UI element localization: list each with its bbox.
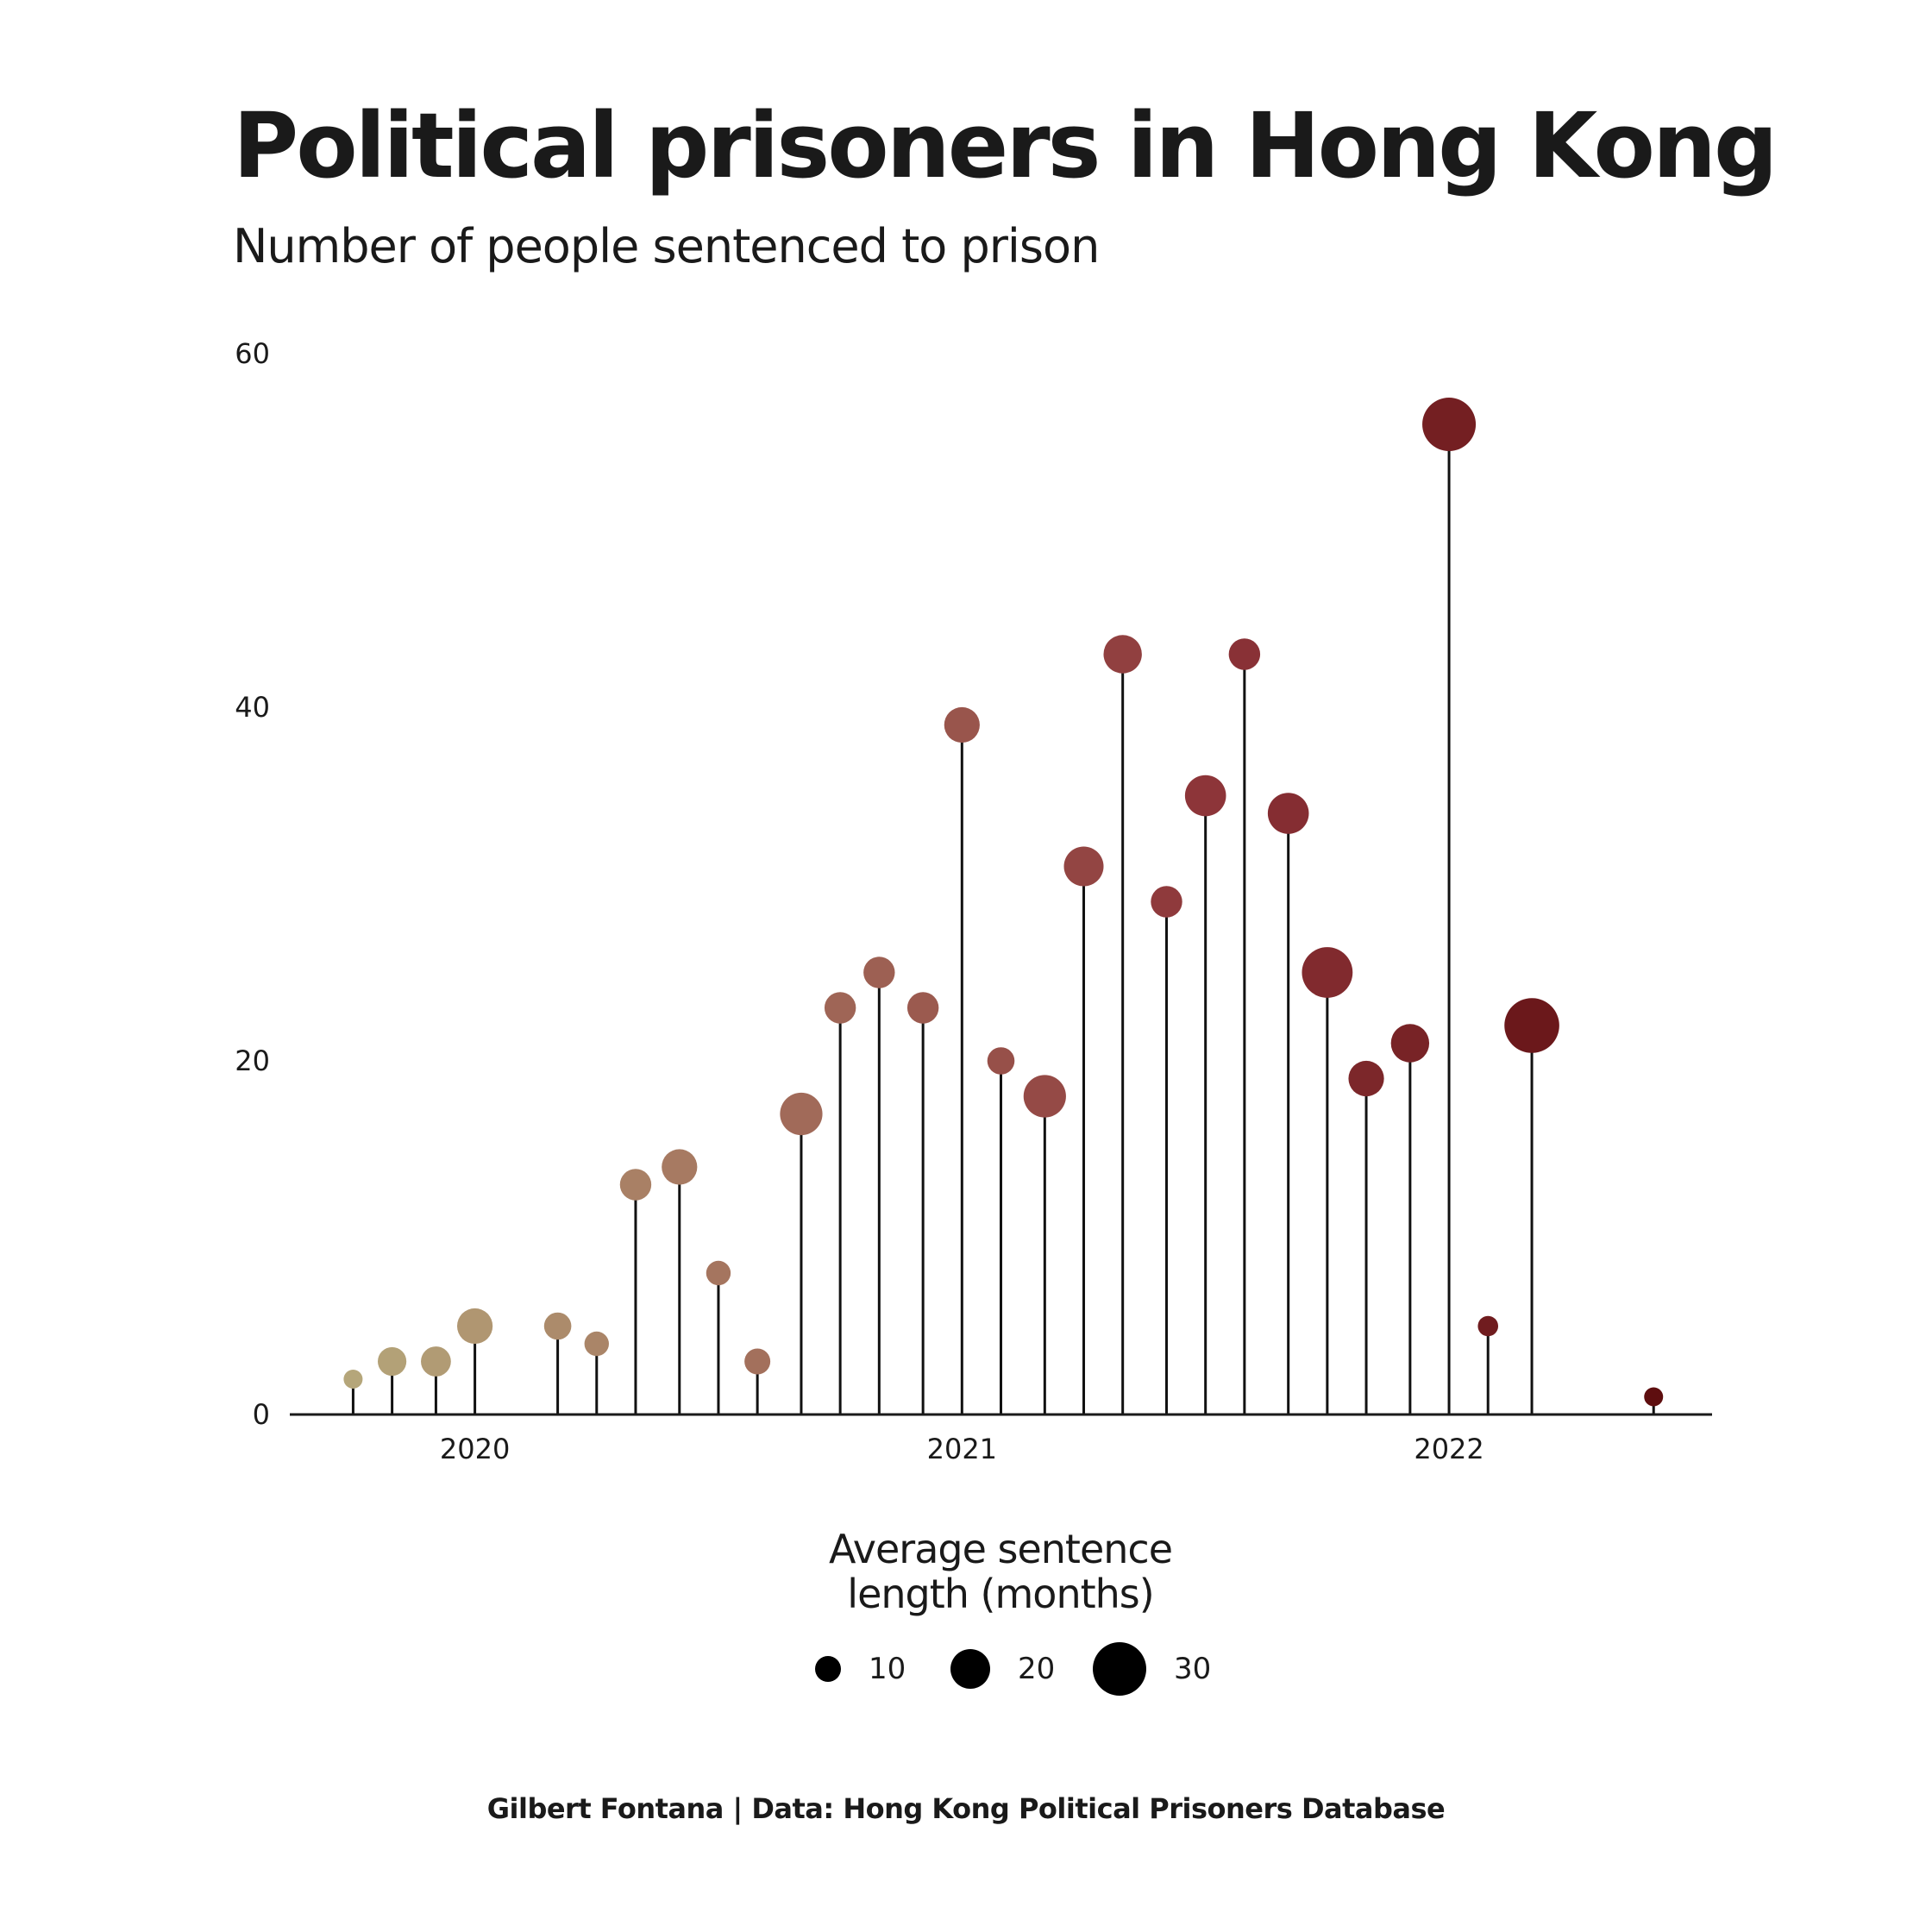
- lollipop-point: [1023, 1075, 1066, 1118]
- y-tick-label: 0: [253, 1398, 270, 1431]
- lollipop-stems: [351, 424, 1655, 1414]
- x-tick-label: 2020: [440, 1433, 510, 1465]
- lollipop-point: [1422, 398, 1477, 451]
- x-tick-label: 2021: [927, 1433, 997, 1465]
- chart-subtitle: Number of people sentenced to prison: [233, 219, 1100, 273]
- lollipop-point: [1390, 1024, 1430, 1063]
- lollipop-point: [1151, 886, 1182, 918]
- legend-label: 30: [1174, 1652, 1212, 1686]
- lollipop-point: [863, 957, 895, 988]
- lollipop-point: [619, 1169, 652, 1201]
- lollipop-point: [1302, 947, 1353, 998]
- legend-size-dot: [950, 1649, 990, 1689]
- lollipop-point: [421, 1346, 451, 1377]
- lollipop-point: [662, 1149, 698, 1185]
- legend-size-dot: [1093, 1642, 1146, 1696]
- lollipop-points: [343, 398, 1664, 1407]
- lollipop-point: [1644, 1387, 1664, 1407]
- y-tick-label: 40: [235, 691, 270, 724]
- chart-title: Political prisoners in Hong Kong: [233, 93, 1778, 198]
- lollipop-point: [343, 1370, 363, 1389]
- lollipop-point: [987, 1047, 1015, 1075]
- legend-label: 20: [1018, 1652, 1056, 1686]
- lollipop-point: [1477, 1315, 1499, 1337]
- lollipop-point: [780, 1092, 823, 1136]
- y-axis-ticks: 0 20 40 60: [235, 337, 270, 1431]
- lollipop-point: [744, 1348, 771, 1375]
- legend-size-dot: [815, 1656, 841, 1682]
- lollipop-point: [584, 1331, 609, 1357]
- size-legend: 10 20 30: [802, 1634, 1233, 1703]
- x-axis-ticks: 2020 2021 2022: [440, 1433, 1484, 1465]
- lollipop-point: [906, 992, 939, 1024]
- lollipop-point: [944, 706, 980, 743]
- lollipop-point: [706, 1260, 731, 1286]
- lollipop-point: [377, 1346, 407, 1377]
- lollipop-point: [456, 1308, 493, 1345]
- lollipop-point: [1348, 1060, 1384, 1097]
- legend-title: Average sentence length (months): [828, 1526, 1173, 1617]
- lollipop-point: [1103, 635, 1142, 674]
- x-tick-label: 2022: [1414, 1433, 1484, 1465]
- y-tick-label: 60: [235, 337, 270, 370]
- legend-label: 10: [869, 1652, 906, 1686]
- lollipop-point: [1228, 638, 1261, 670]
- y-tick-label: 20: [235, 1044, 270, 1077]
- lollipop-point: [1267, 793, 1309, 834]
- lollipop-point: [1063, 846, 1104, 887]
- lollipop-point: [1504, 998, 1559, 1053]
- source-caption: Gilbert Fontana | Data: Hong Kong Politi…: [486, 1792, 1446, 1825]
- lollipop-point: [1184, 775, 1226, 817]
- lollipop-point: [824, 992, 856, 1024]
- lollipop-point: [543, 1312, 572, 1340]
